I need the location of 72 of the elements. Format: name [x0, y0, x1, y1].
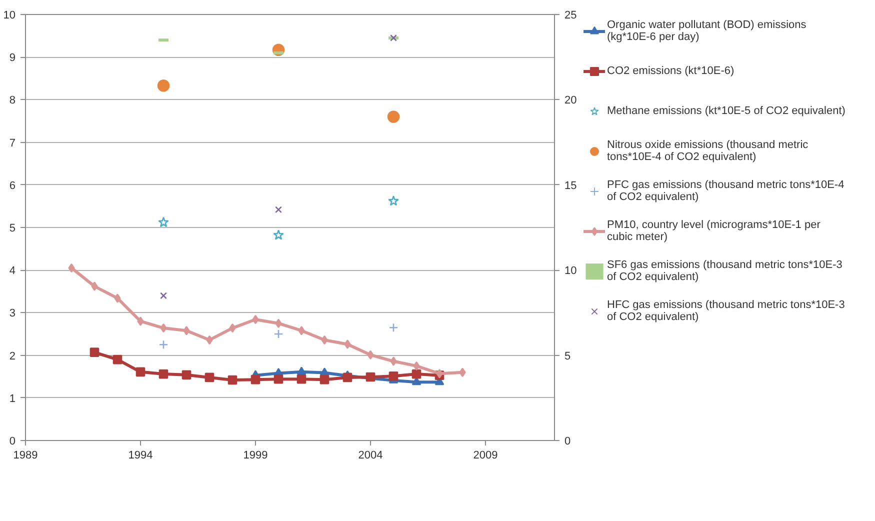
point: [320, 374, 330, 384]
point: [296, 366, 306, 375]
point: [228, 375, 238, 385]
y-tick-label: 8: [9, 94, 16, 107]
y-tick-label: 9: [9, 52, 16, 64]
point: [136, 367, 146, 377]
point: [90, 348, 100, 357]
point: [160, 323, 167, 333]
y-tick-label: 0: [9, 436, 16, 448]
point: [182, 370, 192, 380]
x-tick-label: 1999: [243, 450, 268, 462]
point: [91, 282, 98, 291]
point: [274, 329, 284, 339]
legend-label: Methane emissions (kt*10E-5 of CO2 equivalent): [607, 104, 846, 119]
point: [114, 294, 121, 303]
y2-tick-label: 25: [564, 10, 577, 22]
point: [252, 314, 259, 324]
y-tick-label: 5: [9, 222, 16, 234]
point: [388, 195, 399, 206]
point: [206, 335, 213, 345]
point: [388, 322, 398, 332]
legend-label: Nitrous oxide emissions (thousand metric tons*10E-4 of CO2 equivalent): [607, 138, 810, 164]
point: [158, 369, 168, 379]
x-tick-label: 1994: [128, 450, 153, 462]
point: [160, 292, 167, 300]
x-tick-label: 2004: [358, 450, 383, 462]
point: [158, 340, 168, 350]
y-tick-label: 7: [9, 137, 16, 150]
point: [68, 263, 75, 273]
point: [296, 374, 306, 384]
point: [321, 335, 328, 345]
y-tick-label: 4: [9, 265, 16, 278]
legend-label: HFC gas emissions (thousand metric tons*10E-3 of CO2 equivalent): [607, 298, 845, 324]
legend-label: CO2 emissions (kt*10E-6): [607, 64, 736, 79]
x-tick-label: 2009: [473, 450, 498, 462]
y-tick-label: 1: [9, 392, 16, 405]
y2-tick-label: 5: [564, 350, 571, 362]
legend-label: PFC gas emissions (thousand metric tons*10E-4 of CO2 equivalent): [607, 178, 844, 204]
point: [275, 318, 282, 328]
y2-tick-label: 20: [564, 94, 577, 107]
y-tick-label: 6: [9, 180, 16, 192]
point: [387, 110, 400, 123]
point: [112, 354, 122, 364]
point: [412, 369, 422, 379]
point: [273, 230, 284, 240]
y-tick-label: 10: [3, 10, 16, 22]
point: [390, 356, 397, 366]
point: [413, 361, 420, 371]
legend-label: Organic water pollutant (BOD) emissions (kg*10E-6 per day): [607, 18, 808, 44]
point: [137, 316, 144, 326]
y-tick-label: 3: [9, 308, 16, 320]
legend-label: SF6 gas emissions (thousand metric tons*10E-3 of CO2 equivalent): [607, 258, 842, 284]
point: [158, 216, 169, 228]
point: [157, 80, 170, 92]
legend-label: PM10, country level (micrograms*10E-1 per cubic meter): [607, 218, 822, 244]
y2-tick-label: 0: [564, 436, 571, 448]
point: [459, 368, 466, 377]
point: [388, 372, 398, 381]
point: [229, 323, 236, 333]
point: [298, 326, 305, 336]
point: [183, 326, 190, 336]
point: [367, 350, 374, 360]
x-tick-label: 1989: [13, 450, 38, 462]
point: [275, 206, 282, 214]
point: [344, 340, 351, 349]
point: [274, 374, 284, 384]
y2-tick-label: 10: [564, 265, 577, 278]
point: [250, 374, 260, 384]
y-tick-label: 2: [9, 350, 16, 362]
point: [342, 372, 352, 382]
point: [204, 372, 214, 382]
y2-tick-label: 15: [564, 180, 577, 192]
